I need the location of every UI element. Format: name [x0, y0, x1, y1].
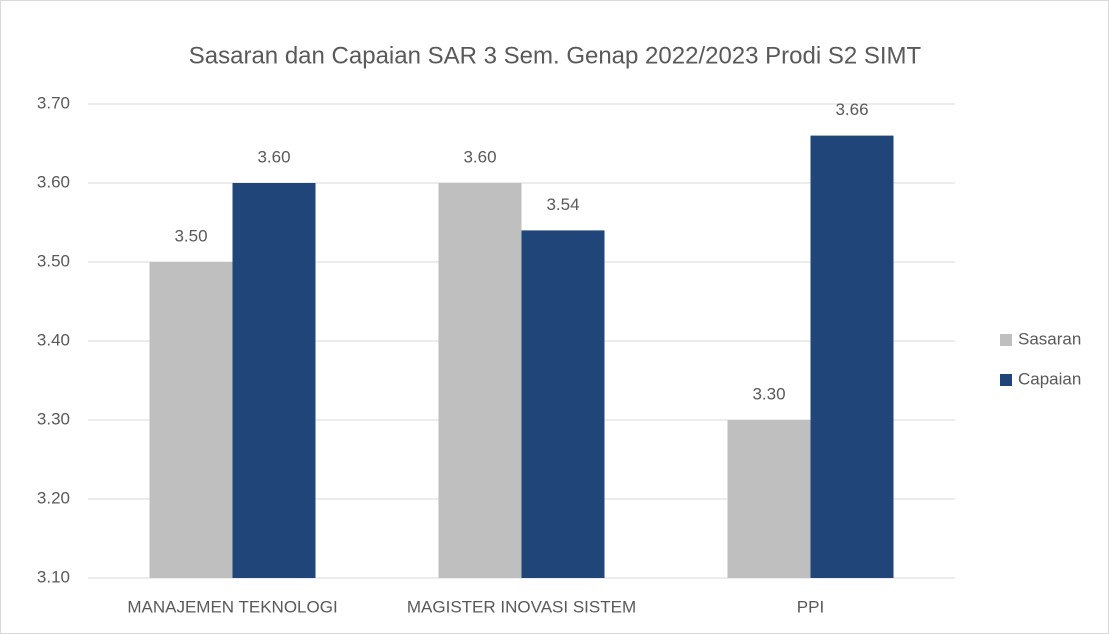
x-tick-label: MANAJEMEN TEKNOLOGI	[127, 597, 337, 616]
y-tick-label: 3.70	[37, 93, 70, 112]
x-tick-label: MAGISTER INOVASI SISTEM	[407, 597, 636, 616]
y-tick-label: 3.30	[37, 409, 70, 428]
bar	[232, 183, 316, 578]
chart-title: Sasaran dan Capaian SAR 3 Sem. Genap 202…	[189, 42, 922, 69]
data-label: 3.30	[752, 384, 785, 403]
x-tick-label: PPI	[797, 597, 824, 616]
bar	[438, 183, 522, 578]
y-tick-label: 3.50	[37, 251, 70, 270]
bar	[810, 135, 894, 578]
legend-swatch	[1000, 334, 1012, 346]
legend-label: Sasaran	[1018, 329, 1081, 348]
legend-swatch	[1000, 374, 1012, 386]
data-label: 3.60	[463, 147, 496, 166]
y-tick-label: 3.20	[37, 488, 70, 507]
y-tick-label: 3.40	[37, 330, 70, 349]
data-label: 3.54	[546, 195, 579, 214]
bar	[727, 420, 811, 578]
data-label: 3.60	[257, 147, 290, 166]
y-tick-label: 3.10	[37, 567, 70, 586]
bar	[149, 262, 233, 578]
bar	[521, 230, 605, 578]
legend-label: Capaian	[1018, 369, 1081, 388]
data-label: 3.66	[835, 100, 868, 119]
data-label: 3.50	[174, 226, 207, 245]
y-tick-label: 3.60	[37, 172, 70, 191]
